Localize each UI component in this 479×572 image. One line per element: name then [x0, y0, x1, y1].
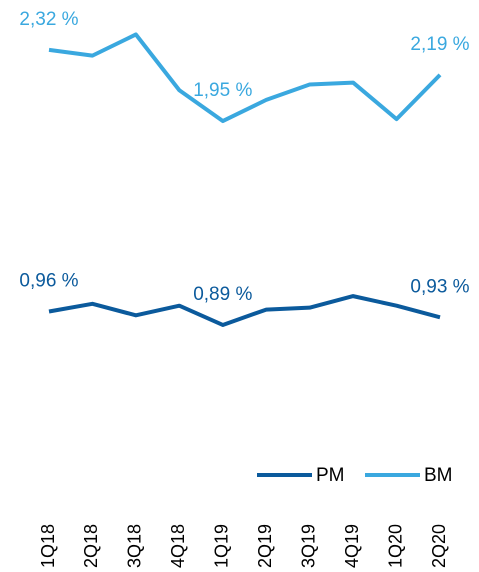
series-line — [48, 294, 441, 327]
x-tick-label: 2Q20 — [429, 524, 449, 568]
x-tick-label: 1Q20 — [385, 524, 405, 568]
data-label: 1,95 % — [193, 80, 252, 101]
data-label: 0,96 % — [19, 271, 78, 292]
x-tick-label: 1Q19 — [212, 524, 232, 568]
data-label: 2,19 % — [410, 34, 469, 55]
x-tick-label: 4Q19 — [342, 524, 362, 568]
x-tick-label: 2Q18 — [81, 524, 101, 568]
legend-label: BM — [424, 465, 453, 486]
x-tick-label: 4Q18 — [168, 524, 188, 568]
x-tick-label: 3Q19 — [298, 524, 318, 568]
series-line — [48, 32, 442, 124]
data-label: 0,93 % — [410, 276, 469, 297]
x-tick-label: 2Q19 — [255, 524, 275, 568]
data-label: 2,32 % — [19, 9, 78, 30]
x-tick-label: 3Q18 — [125, 524, 145, 568]
x-tick-label: 1Q18 — [38, 524, 58, 568]
data-label: 0,89 % — [193, 284, 252, 305]
legend-label: PM — [316, 465, 345, 486]
